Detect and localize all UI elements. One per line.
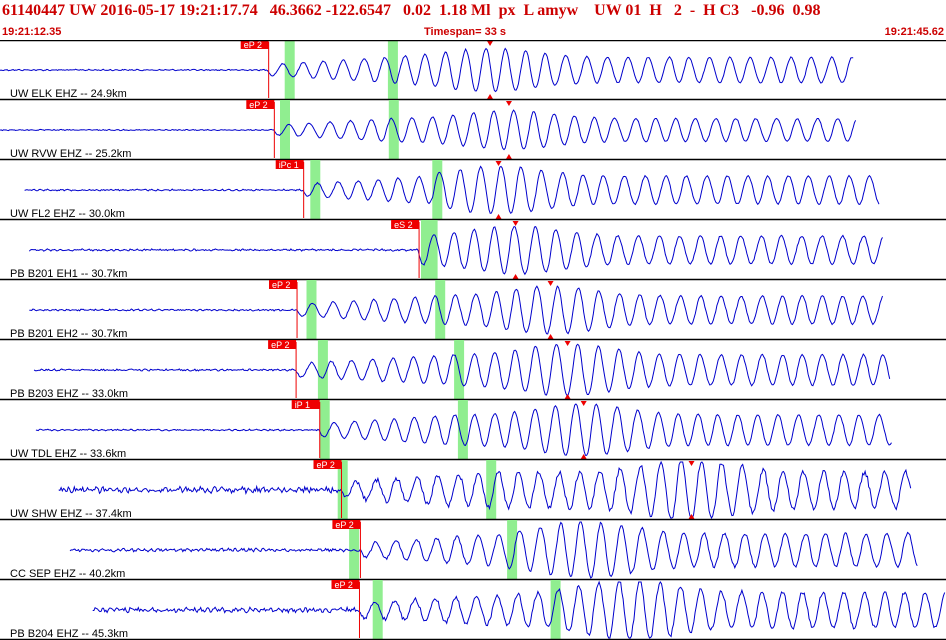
- pick-label-box[interactable]: [291, 400, 320, 409]
- station-label: UW TDL EHZ -- 33.6km: [10, 448, 126, 460]
- pick-label-box[interactable]: [331, 580, 360, 589]
- pick-label: eP 2: [271, 340, 289, 350]
- phase-window-marker: [387, 40, 398, 100]
- pick-label-box[interactable]: [240, 40, 269, 49]
- seismogram-panel[interactable]: eP 2 UW ELK EHZ -- 24.9km eP 2 UW RVW EHZ -…: [0, 40, 946, 640]
- pick-label-box[interactable]: [268, 340, 297, 349]
- station-label: PB B204 EHZ -- 45.3km: [10, 628, 128, 640]
- arrival-marker-top[interactable]: [487, 41, 494, 46]
- phase-window-marker: [388, 100, 399, 160]
- pick-label: iP 1: [295, 400, 310, 410]
- pick-label-box[interactable]: [275, 160, 304, 169]
- phase-window-marker: [310, 160, 321, 220]
- trace-row[interactable]: eP 2 PB B203 EHZ -- 33.0km: [0, 340, 946, 401]
- arrival-marker-top[interactable]: [505, 101, 512, 106]
- phase-window-marker: [421, 220, 431, 280]
- arrival-marker-bottom[interactable]: [512, 274, 519, 279]
- trace-row[interactable]: eP 2 PB B204 EHZ -- 45.3km: [0, 580, 946, 640]
- arrival-marker-bottom[interactable]: [487, 94, 494, 99]
- arrival-marker-top[interactable]: [688, 461, 695, 466]
- phase-window-marker: [337, 460, 348, 520]
- station-label: UW SHW EHZ -- 37.4km: [10, 508, 132, 520]
- station-label: PB B201 EH1 -- 30.7km: [10, 268, 127, 280]
- pick-label-box[interactable]: [332, 520, 361, 529]
- timespan-label: Timespan= 33 s: [424, 26, 507, 38]
- arrival-marker-bottom[interactable]: [688, 514, 695, 519]
- arrival-marker-top[interactable]: [580, 401, 587, 406]
- trace-row[interactable]: eP 2 PB B201 EH2 -- 30.7km: [0, 280, 946, 341]
- station-label: PB B201 EH2 -- 30.7km: [10, 328, 127, 340]
- phase-window-marker: [319, 400, 330, 460]
- waveform-trace: [33, 343, 891, 397]
- start-time-label: 19:21:12.35: [2, 26, 62, 38]
- pick-label-box[interactable]: [313, 460, 342, 469]
- waveform-trace: [92, 580, 946, 639]
- pick-label: eP 2: [244, 40, 262, 50]
- waveform-trace: [69, 521, 918, 579]
- trace-row[interactable]: iP 1 UW TDL EHZ -- 33.6km: [0, 400, 946, 461]
- station-label: CC SEP EHZ -- 40.2km: [10, 568, 125, 580]
- waveform-trace: [24, 165, 880, 214]
- pick-label: eP 2: [335, 520, 353, 530]
- phase-window-marker: [306, 280, 317, 340]
- trace-row[interactable]: eP 2 CC SEP EHZ -- 40.2km: [0, 520, 946, 581]
- seismogram-canvas[interactable]: eP 2 UW ELK EHZ -- 24.9km eP 2 UW RVW EHZ -…: [0, 40, 946, 640]
- phase-window-marker: [550, 580, 561, 640]
- pick-label: eP 2: [335, 580, 353, 590]
- waveform-trace: [35, 403, 892, 456]
- phase-window-marker: [317, 340, 328, 400]
- arrival-marker-top[interactable]: [564, 341, 571, 346]
- trace-row[interactable]: eP 2 UW SHW EHZ -- 37.4km: [0, 460, 946, 521]
- trace-row[interactable]: eS 2 PB B201 EH1 -- 30.7km: [0, 220, 946, 281]
- arrival-marker-bottom[interactable]: [495, 214, 502, 219]
- station-label: PB B203 EHZ -- 33.0km: [10, 388, 128, 400]
- arrival-marker-top[interactable]: [547, 281, 554, 286]
- end-time-label: 19:21:45.62: [884, 26, 944, 38]
- pick-label: eP 2: [272, 280, 290, 290]
- phase-window-marker: [457, 400, 468, 460]
- pick-label-box[interactable]: [246, 100, 275, 109]
- waveform-trace: [58, 460, 912, 520]
- phase-window-marker: [432, 160, 443, 220]
- waveform-trace: [28, 225, 883, 276]
- station-label: UW ELK EHZ -- 24.9km: [10, 88, 127, 100]
- arrival-marker-bottom[interactable]: [564, 394, 571, 399]
- arrival-marker-bottom[interactable]: [547, 334, 554, 339]
- arrival-marker-bottom[interactable]: [580, 454, 587, 459]
- waveform-trace: [0, 47, 854, 93]
- event-title: 61140447 UW 2016-05-17 19:21:17.74 46.36…: [2, 2, 821, 19]
- phase-window-marker: [486, 460, 497, 520]
- pick-label-box[interactable]: [391, 220, 420, 229]
- phase-window-marker: [284, 40, 295, 100]
- header-bar: 61140447 UW 2016-05-17 19:21:17.74 46.36…: [0, 0, 946, 40]
- arrival-marker-top[interactable]: [512, 221, 519, 226]
- phase-window-marker: [280, 100, 290, 160]
- trace-row[interactable]: eP 2 UW RVW EHZ -- 25.2km: [0, 100, 946, 161]
- arrival-marker-bottom[interactable]: [505, 154, 512, 159]
- waveform-trace: [29, 285, 883, 335]
- station-label: UW RVW EHZ -- 25.2km: [10, 148, 131, 160]
- pick-label-box[interactable]: [269, 280, 297, 289]
- waveform-trace: [0, 109, 857, 151]
- station-label: UW FL2 EHZ -- 30.0km: [10, 208, 125, 220]
- pick-label: eS 2: [394, 220, 413, 230]
- trace-row[interactable]: eP 2 UW ELK EHZ -- 24.9km: [0, 40, 946, 101]
- pick-label: eP 2: [249, 100, 267, 110]
- phase-window-marker: [372, 580, 383, 640]
- pick-label: iPc 1: [279, 160, 299, 170]
- arrival-marker-top[interactable]: [495, 161, 502, 166]
- phase-window-marker: [507, 520, 518, 580]
- phase-window-marker: [427, 220, 438, 280]
- trace-row[interactable]: iPc 1 UW FL2 EHZ -- 30.0km: [0, 160, 946, 221]
- pick-label: eP 2: [317, 460, 335, 470]
